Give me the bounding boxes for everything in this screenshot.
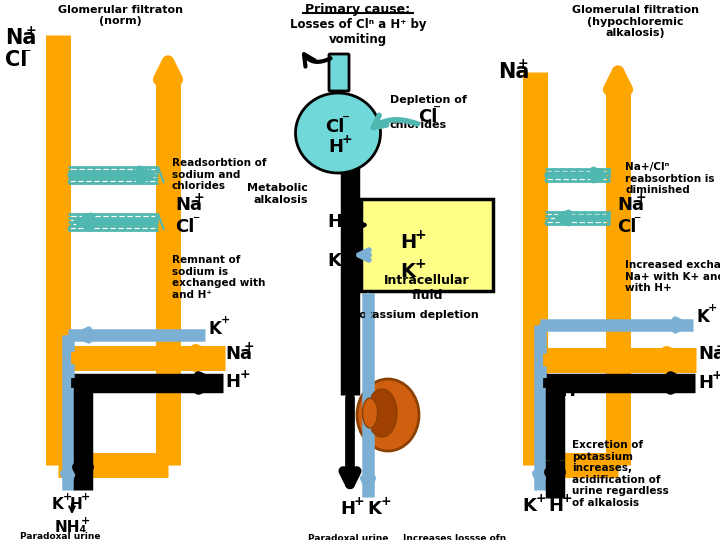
Text: NH₄: NH₄ xyxy=(55,520,87,535)
Text: Readsorbtion of
sodium and
chlorides: Readsorbtion of sodium and chlorides xyxy=(172,158,266,191)
Text: K: K xyxy=(696,308,709,326)
Text: Remnant of
sodium is
exchanged with
and H⁺: Remnant of sodium is exchanged with and … xyxy=(172,255,266,300)
Text: Cl: Cl xyxy=(325,118,344,136)
Text: K: K xyxy=(208,320,221,338)
Text: Increased exchange
Na+ with K+ and Na+
with H+: Increased exchange Na+ with K+ and Na+ w… xyxy=(625,260,720,293)
FancyBboxPatch shape xyxy=(361,199,493,291)
Text: Potassium depletion: Potassium depletion xyxy=(351,310,479,320)
Text: +: + xyxy=(518,57,528,70)
Text: +: + xyxy=(562,492,572,505)
Text: Depletion of: Depletion of xyxy=(390,95,467,105)
Text: +: + xyxy=(708,303,717,313)
Text: Losses of Clⁿ a H⁺ by
vomiting: Losses of Clⁿ a H⁺ by vomiting xyxy=(289,18,426,46)
FancyBboxPatch shape xyxy=(329,54,349,91)
Ellipse shape xyxy=(367,389,397,437)
Text: (norm): (norm) xyxy=(99,16,141,26)
Text: Cl: Cl xyxy=(5,50,27,70)
Text: Na: Na xyxy=(175,196,202,214)
Text: Na+/Clⁿ
reabsorbtion is
diminished: Na+/Clⁿ reabsorbtion is diminished xyxy=(625,162,714,195)
Ellipse shape xyxy=(357,379,419,451)
Text: ⁻: ⁻ xyxy=(342,113,350,128)
Text: +: + xyxy=(381,495,392,508)
Text: Cl: Cl xyxy=(175,218,194,236)
Text: Glomerulal filtration
(hypochloremic
alkalosis): Glomerulal filtration (hypochloremic alk… xyxy=(572,5,698,38)
Text: +: + xyxy=(415,257,427,271)
Text: H: H xyxy=(328,138,343,156)
Text: +: + xyxy=(240,368,251,381)
Text: K: K xyxy=(52,497,64,512)
Text: +: + xyxy=(341,247,351,260)
Text: +: + xyxy=(536,492,546,505)
Text: ⁻: ⁻ xyxy=(23,46,30,60)
Ellipse shape xyxy=(362,398,377,428)
Text: Cl: Cl xyxy=(617,218,636,236)
Text: K: K xyxy=(522,497,536,515)
Text: Na: Na xyxy=(498,62,529,82)
Text: +: + xyxy=(63,492,72,502)
Text: Paradoxal urine
acidification: Paradoxal urine acidification xyxy=(307,534,388,540)
Text: H: H xyxy=(70,497,83,512)
Text: H: H xyxy=(698,374,713,392)
Text: +: + xyxy=(26,24,37,37)
Text: Na: Na xyxy=(225,345,252,363)
Text: Increases lossse ofn: Increases lossse ofn xyxy=(403,534,507,540)
Text: H: H xyxy=(400,233,416,252)
Text: +: + xyxy=(342,133,353,146)
Text: H: H xyxy=(340,500,355,518)
Text: Cl: Cl xyxy=(418,108,437,126)
Text: Excretion of
potassium
increases,
acidification of
urine regardless
of alkalosis: Excretion of potassium increases, acidif… xyxy=(572,440,669,508)
Text: +: + xyxy=(221,315,230,325)
Text: H: H xyxy=(225,373,240,391)
Text: Metabolic
alkalosis: Metabolic alkalosis xyxy=(247,183,308,205)
Text: +: + xyxy=(415,228,427,242)
Text: ⁻: ⁻ xyxy=(433,103,441,118)
Text: K: K xyxy=(327,252,341,270)
Text: +: + xyxy=(574,377,585,390)
Text: H: H xyxy=(560,382,575,400)
Text: ⁻: ⁻ xyxy=(192,213,199,227)
Text: ⁻: ⁻ xyxy=(633,213,640,227)
Text: Na: Na xyxy=(5,28,37,48)
Text: +: + xyxy=(81,492,90,502)
Text: H: H xyxy=(548,497,563,515)
Text: +: + xyxy=(636,191,647,204)
Text: +: + xyxy=(716,340,720,353)
Text: +: + xyxy=(354,495,364,508)
Text: +: + xyxy=(341,208,351,221)
Text: Na: Na xyxy=(617,196,644,214)
Text: +: + xyxy=(194,191,204,204)
Ellipse shape xyxy=(295,93,380,173)
Text: +: + xyxy=(244,340,255,353)
Text: Intracellular
fluid: Intracellular fluid xyxy=(384,274,470,302)
Text: K: K xyxy=(400,262,415,281)
Text: Na: Na xyxy=(698,345,720,363)
Text: Glomerular filtraton: Glomerular filtraton xyxy=(58,5,182,15)
Text: Paradoxal urine
acidification: Paradoxal urine acidification xyxy=(19,532,100,540)
Text: +: + xyxy=(712,369,720,382)
Text: +: + xyxy=(81,516,90,526)
Text: K: K xyxy=(367,500,381,518)
Text: H: H xyxy=(327,213,342,231)
Text: chlorides: chlorides xyxy=(390,120,447,130)
Text: Primary cause:: Primary cause: xyxy=(305,3,410,16)
